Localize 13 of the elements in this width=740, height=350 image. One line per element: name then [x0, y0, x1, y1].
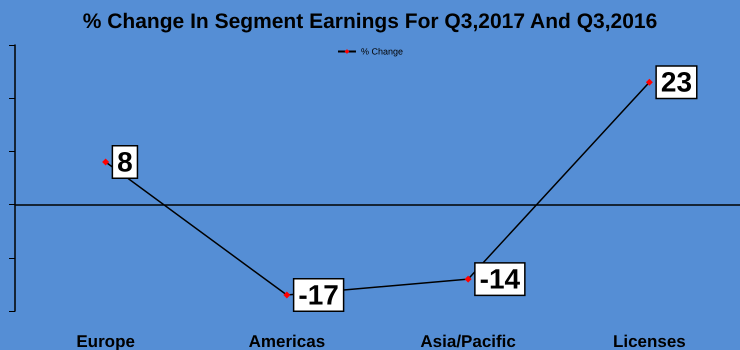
point — [283, 292, 290, 299]
point — [646, 78, 653, 86]
x-tick-label: Licenses — [612, 332, 686, 350]
x-tick-label: Asia/Pacific — [420, 332, 516, 350]
chart-title: % Change In Segment Earnings For Q3,2017 And Q3,2016 — [82, 10, 658, 33]
point — [464, 276, 472, 283]
point — [102, 158, 110, 166]
data-label: 23 — [660, 66, 692, 98]
data-label: -14 — [480, 264, 521, 295]
data-label: -17 — [298, 280, 339, 311]
x-tick-label: Americas — [248, 332, 326, 350]
legend-label: % Change — [360, 46, 404, 56]
data-label: 8 — [117, 146, 133, 178]
